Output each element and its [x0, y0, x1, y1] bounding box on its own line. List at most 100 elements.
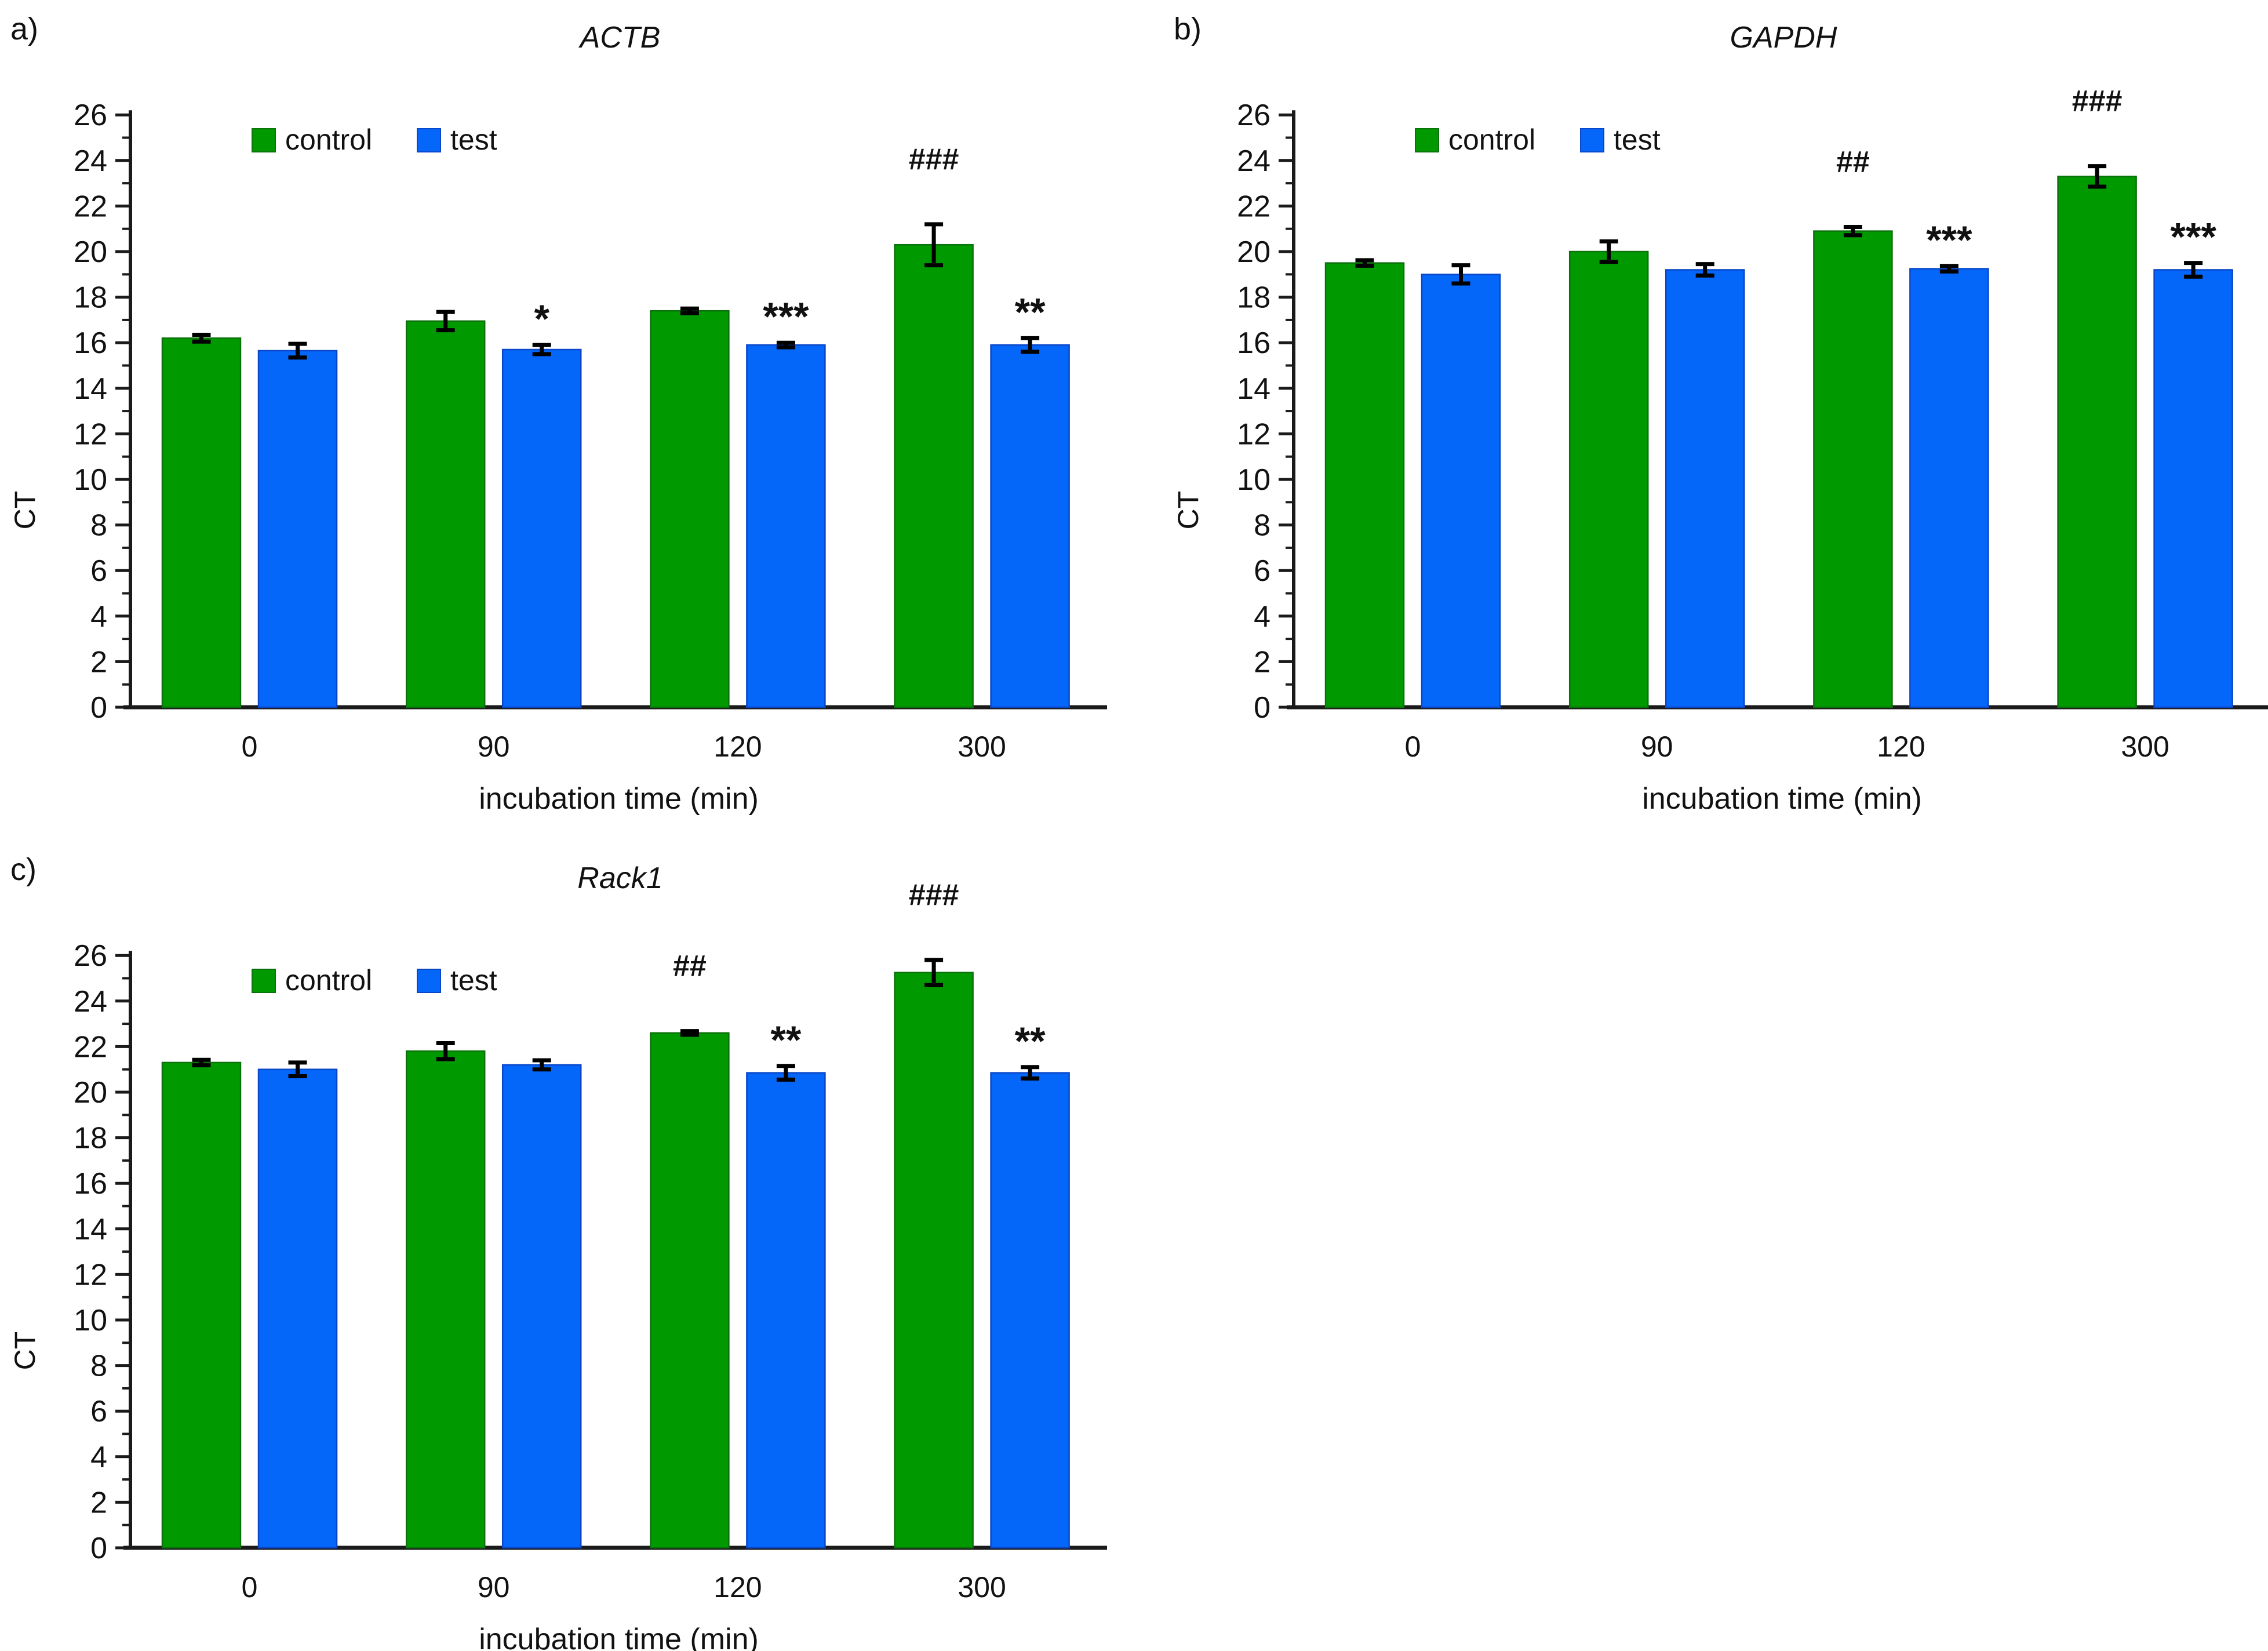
bar-test-0	[257, 350, 338, 708]
y-tick-label: 26	[74, 99, 107, 132]
annotation-test-120: ***	[1926, 218, 1972, 262]
bar-control-300	[894, 972, 974, 1549]
y-tick-label: 2	[1254, 645, 1270, 679]
y-tick-label: 24	[74, 144, 107, 178]
x-tick-label: 90	[1641, 730, 1673, 763]
legend-label-test: test	[450, 964, 497, 997]
y-axis-title: CT	[9, 491, 41, 530]
y-tick-label: 22	[74, 190, 107, 223]
bar-control-0	[161, 1061, 242, 1549]
y-tick-label: 14	[74, 372, 107, 406]
annotation-control-300: ###	[2072, 85, 2123, 118]
bar-test-0	[1421, 274, 1501, 708]
bar-control-300	[894, 243, 974, 708]
y-tick-label: 26	[1237, 99, 1270, 132]
chart-panel-a: a) ACTB 0 2 4 6 8 10 12 14 16 18 20 22 24 26 CT control te…	[0, 0, 1134, 826]
panel-label-c: c)	[10, 852, 37, 887]
bar-control-120	[650, 310, 730, 708]
legend-swatch-control	[1415, 128, 1439, 152]
x-axis-title: incubation time (min)	[479, 782, 759, 816]
y-tick-label: 10	[1237, 463, 1270, 497]
bar-control-120	[650, 1032, 730, 1549]
legend-label-test: test	[450, 123, 497, 156]
legend-swatch-control	[252, 128, 276, 152]
x-axis-title: incubation time (min)	[1642, 782, 1922, 816]
legend-label-test: test	[1614, 123, 1661, 156]
legend-label-control: control	[285, 123, 372, 156]
bar-test-90	[501, 1064, 582, 1549]
y-tick-label: 24	[1237, 144, 1270, 178]
y-tick-label: 4	[90, 1441, 107, 1474]
bar-test-90	[501, 348, 582, 708]
bar-test-120	[1909, 268, 1989, 708]
x-tick-label: 0	[1405, 730, 1421, 763]
y-tick-label: 2	[90, 1486, 107, 1519]
y-axis-title: CT	[9, 1332, 41, 1370]
chart-panel-b: b) GAPDH 0 2 4 6 8 10 12 14 16 18 20 22 24 26 CT control t…	[1163, 0, 2268, 826]
y-axis-title: CT	[1172, 491, 1204, 530]
y-tick-label: 22	[1237, 190, 1270, 223]
y-tick-label: 4	[1254, 600, 1270, 634]
x-tick-label: 300	[958, 1571, 1006, 1603]
bar-control-90	[1568, 250, 1649, 708]
x-tick-label: 120	[713, 730, 762, 763]
x-tick-label: 0	[242, 730, 258, 763]
y-tick-label: 16	[74, 326, 107, 360]
y-tick-label: 16	[1237, 326, 1270, 360]
annotation-control-300: ###	[909, 143, 959, 176]
y-tick-label: 14	[74, 1213, 107, 1246]
x-tick-label: 120	[713, 1571, 762, 1603]
y-tick-label: 0	[90, 1532, 107, 1565]
bar-test-120	[746, 344, 826, 708]
bar-test-90	[1665, 269, 1745, 708]
y-tick-label: 12	[74, 417, 107, 451]
annotation-test-120: **	[770, 1018, 801, 1062]
annotation-control-120: ##	[1836, 146, 1870, 179]
y-tick-label: 6	[90, 554, 107, 588]
chart-title-c: Rack1	[577, 861, 662, 895]
legend-label-control: control	[285, 964, 372, 997]
x-tick-label: 300	[958, 730, 1006, 763]
y-tick-label: 20	[74, 235, 107, 269]
bar-control-90	[405, 320, 486, 708]
y-tick-label: 2	[90, 645, 107, 679]
bar-test-300	[2153, 269, 2233, 708]
legend-swatch-test	[1580, 128, 1604, 152]
annotation-test-120: ***	[763, 294, 809, 339]
bar-control-90	[405, 1050, 486, 1549]
bar-test-120	[746, 1072, 826, 1549]
y-tick-label: 8	[90, 509, 107, 543]
bar-control-120	[1813, 230, 1893, 708]
chart-panel-c: c) Rack1 0 2 4 6 8 10 12 14 16 18 20 22 24 26 CT control t…	[0, 841, 1134, 1651]
y-tick-label: 20	[74, 1076, 107, 1110]
bar-test-300	[990, 1072, 1070, 1549]
y-tick-label: 18	[1237, 281, 1270, 315]
bar-control-0	[1324, 262, 1405, 708]
annotation-test-300: ***	[2170, 215, 2216, 259]
legend-label-control: control	[1448, 123, 1535, 156]
x-tick-label: 0	[242, 1571, 258, 1603]
x-tick-label: 90	[478, 730, 510, 763]
bar-test-300	[990, 344, 1070, 708]
y-tick-label: 24	[74, 985, 107, 1019]
y-tick-label: 26	[74, 939, 107, 973]
x-tick-label: 120	[1877, 730, 1925, 763]
y-tick-label: 12	[1237, 417, 1270, 451]
x-tick-label: 90	[478, 1571, 510, 1603]
y-tick-label: 10	[74, 463, 107, 497]
y-tick-label: 8	[1254, 509, 1270, 543]
y-tick-label: 6	[90, 1395, 107, 1428]
y-tick-label: 8	[90, 1350, 107, 1383]
annotation-test-300: **	[1015, 290, 1046, 334]
y-tick-label: 14	[1237, 372, 1270, 406]
bar-test-0	[257, 1068, 338, 1549]
y-tick-label: 18	[74, 281, 107, 315]
y-tick-label: 18	[74, 1122, 107, 1155]
bar-control-300	[2057, 176, 2137, 708]
annotation-test-90: *	[534, 297, 549, 341]
panel-label-a: a)	[10, 12, 38, 46]
